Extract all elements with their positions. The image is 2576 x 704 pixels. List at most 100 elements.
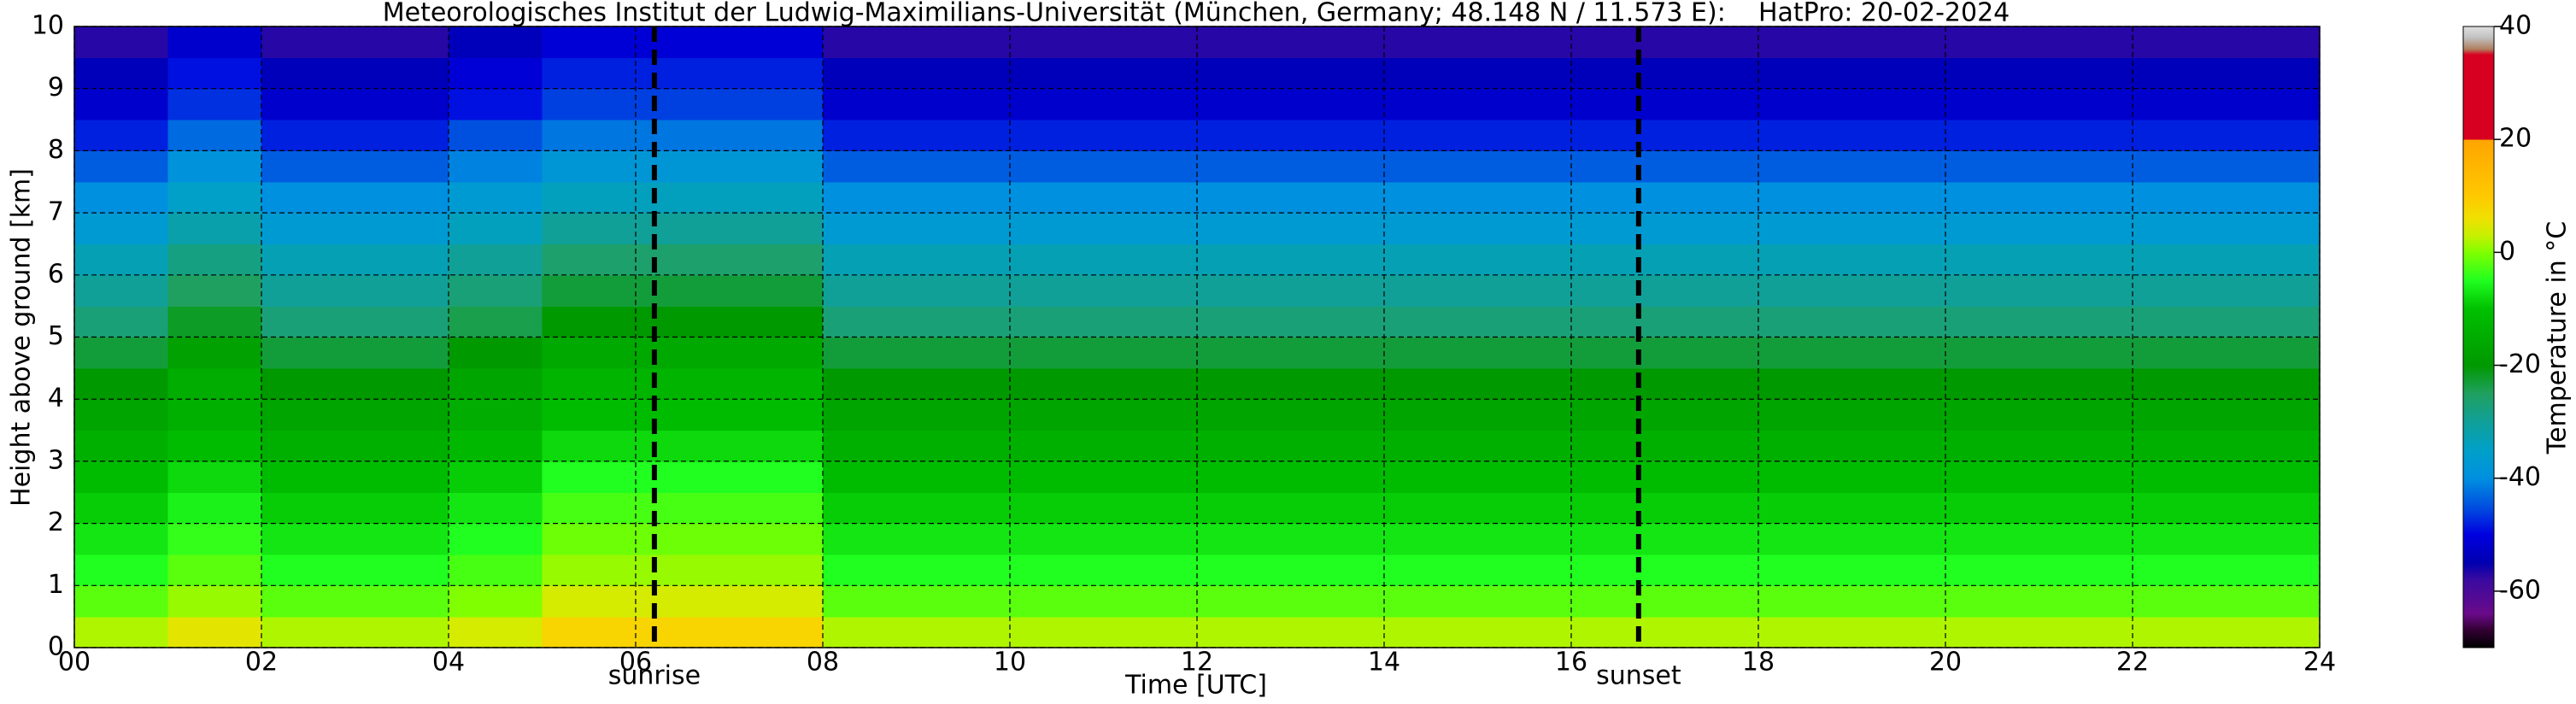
heatmap-cell — [1197, 430, 1292, 462]
heatmap-cell — [823, 120, 918, 151]
y-tick-label: 4 — [48, 384, 64, 414]
heatmap-cell — [1290, 523, 1385, 555]
heatmap-cell — [1197, 26, 1292, 58]
x-tick-label: 24 — [2303, 648, 2336, 678]
x-tick-label: 12 — [1181, 648, 1213, 678]
heatmap-cell — [1477, 306, 1572, 338]
heatmap-cell — [916, 461, 1011, 493]
heatmap-cell — [2039, 57, 2133, 90]
heatmap-cell — [1290, 274, 1385, 307]
heatmap-cell — [1758, 430, 1853, 462]
heatmap-cell — [2133, 243, 2227, 276]
y-tick-label: 8 — [48, 135, 64, 165]
heatmap-cell — [1384, 461, 1479, 493]
heatmap-cell — [74, 430, 169, 462]
heatmap-cell — [1477, 213, 1572, 245]
heatmap-cell — [1010, 150, 1105, 183]
heatmap-cell — [2133, 150, 2227, 183]
heatmap-cell — [916, 554, 1011, 586]
heatmap-cell — [261, 554, 356, 586]
heatmap-cell — [167, 243, 262, 276]
heatmap-cell — [729, 57, 824, 90]
heatmap-cell — [74, 616, 169, 648]
heatmap-cell — [261, 523, 356, 555]
heatmap-cell — [2133, 430, 2227, 462]
heatmap-cell — [2226, 461, 2321, 493]
heatmap-cell — [1103, 150, 1198, 183]
heatmap-cell — [1945, 57, 2040, 90]
y-tick-label: 5 — [48, 321, 64, 351]
heatmap-cell — [2133, 554, 2227, 586]
heatmap-cell — [729, 492, 824, 525]
heatmap-cell — [2133, 337, 2227, 369]
heatmap-cell — [1290, 430, 1385, 462]
heatmap-cell — [1851, 213, 1946, 245]
heatmap-cell — [1384, 554, 1479, 586]
heatmap-cell — [1851, 461, 1946, 493]
heatmap-cell — [729, 120, 824, 151]
heatmap-cell — [167, 306, 262, 338]
heatmap-cell — [729, 306, 824, 338]
heatmap-cell — [2133, 399, 2227, 431]
heatmap-cell — [1571, 57, 1666, 90]
x-tick-label: 00 — [58, 648, 91, 678]
heatmap-cell — [2133, 523, 2227, 555]
heatmap-cell — [1851, 523, 1946, 555]
heatmap-cell — [1851, 57, 1946, 90]
heatmap-cell — [1571, 243, 1666, 276]
heatmap-cell — [1010, 399, 1105, 431]
heatmap-cell — [729, 337, 824, 369]
heatmap-cell — [167, 554, 262, 586]
heatmap-cell — [729, 274, 824, 307]
heatmap-cell — [1290, 399, 1385, 431]
x-tick-label: 06 — [619, 648, 652, 678]
heatmap-cell — [449, 523, 543, 555]
heatmap-cell — [74, 306, 169, 338]
heatmap-cell — [636, 120, 731, 151]
heatmap-cell — [2039, 523, 2133, 555]
heatmap-cell — [1197, 399, 1292, 431]
x-tick-label: 16 — [1555, 648, 1587, 678]
heatmap-cell — [2133, 120, 2227, 151]
heatmap-cell — [2039, 213, 2133, 245]
heatmap-cell — [2226, 554, 2321, 586]
heatmap-cell — [355, 367, 449, 400]
heatmap-cell — [729, 150, 824, 183]
colorbar-tick-label: -40 — [2499, 462, 2541, 492]
heatmap-cell — [355, 616, 449, 648]
heatmap-cell — [1945, 306, 2040, 338]
heatmap-cell — [1384, 243, 1479, 276]
heatmap-cell — [729, 213, 824, 245]
annotation-label: sunset — [1596, 661, 1681, 691]
heatmap-cell — [1571, 88, 1666, 120]
x-tick-label: 22 — [2116, 648, 2149, 678]
heatmap-cell — [916, 616, 1011, 648]
heatmap-cell — [2133, 26, 2227, 58]
heatmap-cell — [1664, 461, 1759, 493]
heatmap-cell — [2226, 367, 2321, 400]
heatmap-cell — [636, 367, 731, 400]
heatmap-cell — [1758, 399, 1853, 431]
heatmap-cell — [1010, 585, 1105, 618]
heatmap-cell — [1758, 306, 1853, 338]
heatmap-cell — [167, 492, 262, 525]
heatmap-cell — [1945, 430, 2040, 462]
y-axis-label: Height above ground [km] — [7, 168, 37, 507]
heatmap-cell — [729, 461, 824, 493]
heatmap-cell — [1571, 306, 1666, 338]
heatmap-cell — [823, 430, 918, 462]
heatmap-cell — [1010, 274, 1105, 307]
heatmap-cell — [1664, 616, 1759, 648]
heatmap-cell — [1571, 616, 1666, 648]
heatmap-cell — [636, 306, 731, 338]
heatmap-cell — [1571, 554, 1666, 586]
heatmap-cell — [1103, 88, 1198, 120]
heatmap-cell — [1103, 461, 1198, 493]
heatmap-cell — [167, 26, 262, 58]
heatmap-cell — [542, 523, 637, 555]
heatmap-cell — [1851, 26, 1946, 58]
heatmap-cell — [916, 274, 1011, 307]
heatmap-cell — [261, 274, 356, 307]
heatmap-cell — [916, 26, 1011, 58]
heatmap-cell — [636, 213, 731, 245]
